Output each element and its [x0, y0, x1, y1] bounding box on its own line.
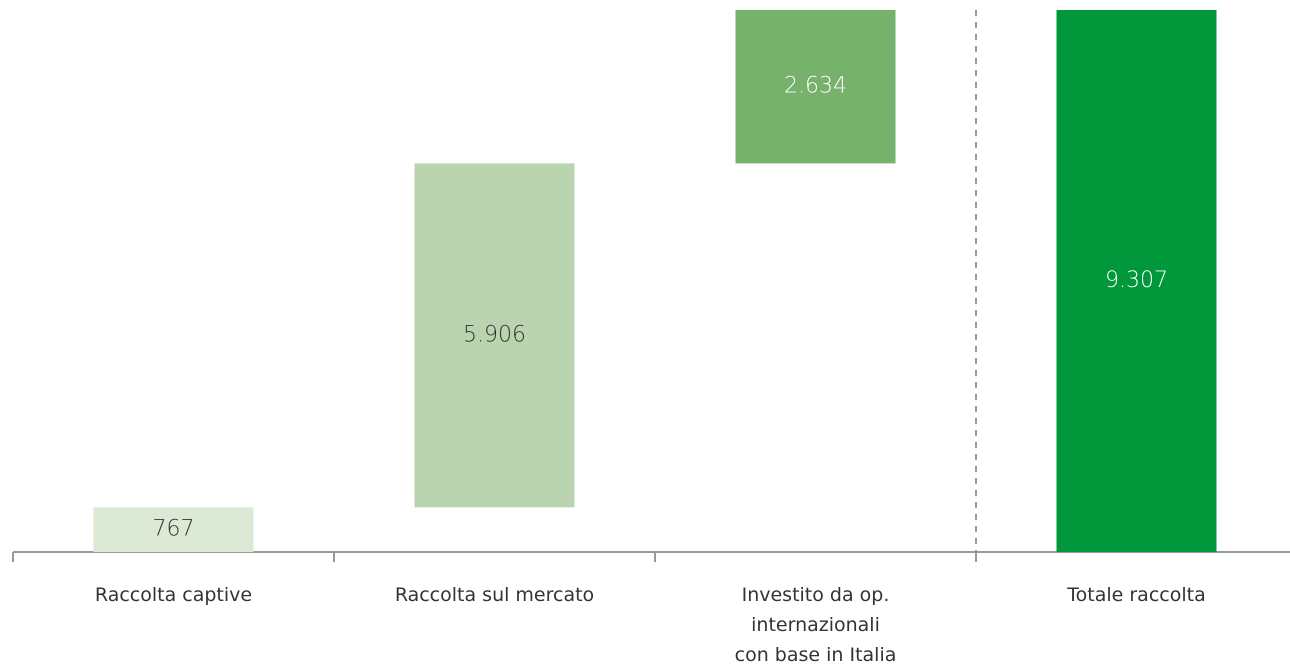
value-label: 2.634: [784, 74, 847, 99]
value-label: 5.906: [463, 322, 526, 347]
bar: [93, 507, 254, 552]
bar: [1056, 10, 1217, 552]
bar: [735, 10, 896, 164]
value-label: 9.307: [1105, 268, 1168, 293]
x-tick-label: Totale raccolta: [1067, 584, 1206, 606]
x-tick-label: Raccolta sul mercato: [394, 584, 595, 606]
x-tick-label: Investito da op. internazionali con base…: [734, 584, 897, 666]
x-tick-label: Raccolta captive: [94, 584, 253, 606]
bar: [414, 163, 575, 508]
value-label: 767: [153, 517, 195, 542]
